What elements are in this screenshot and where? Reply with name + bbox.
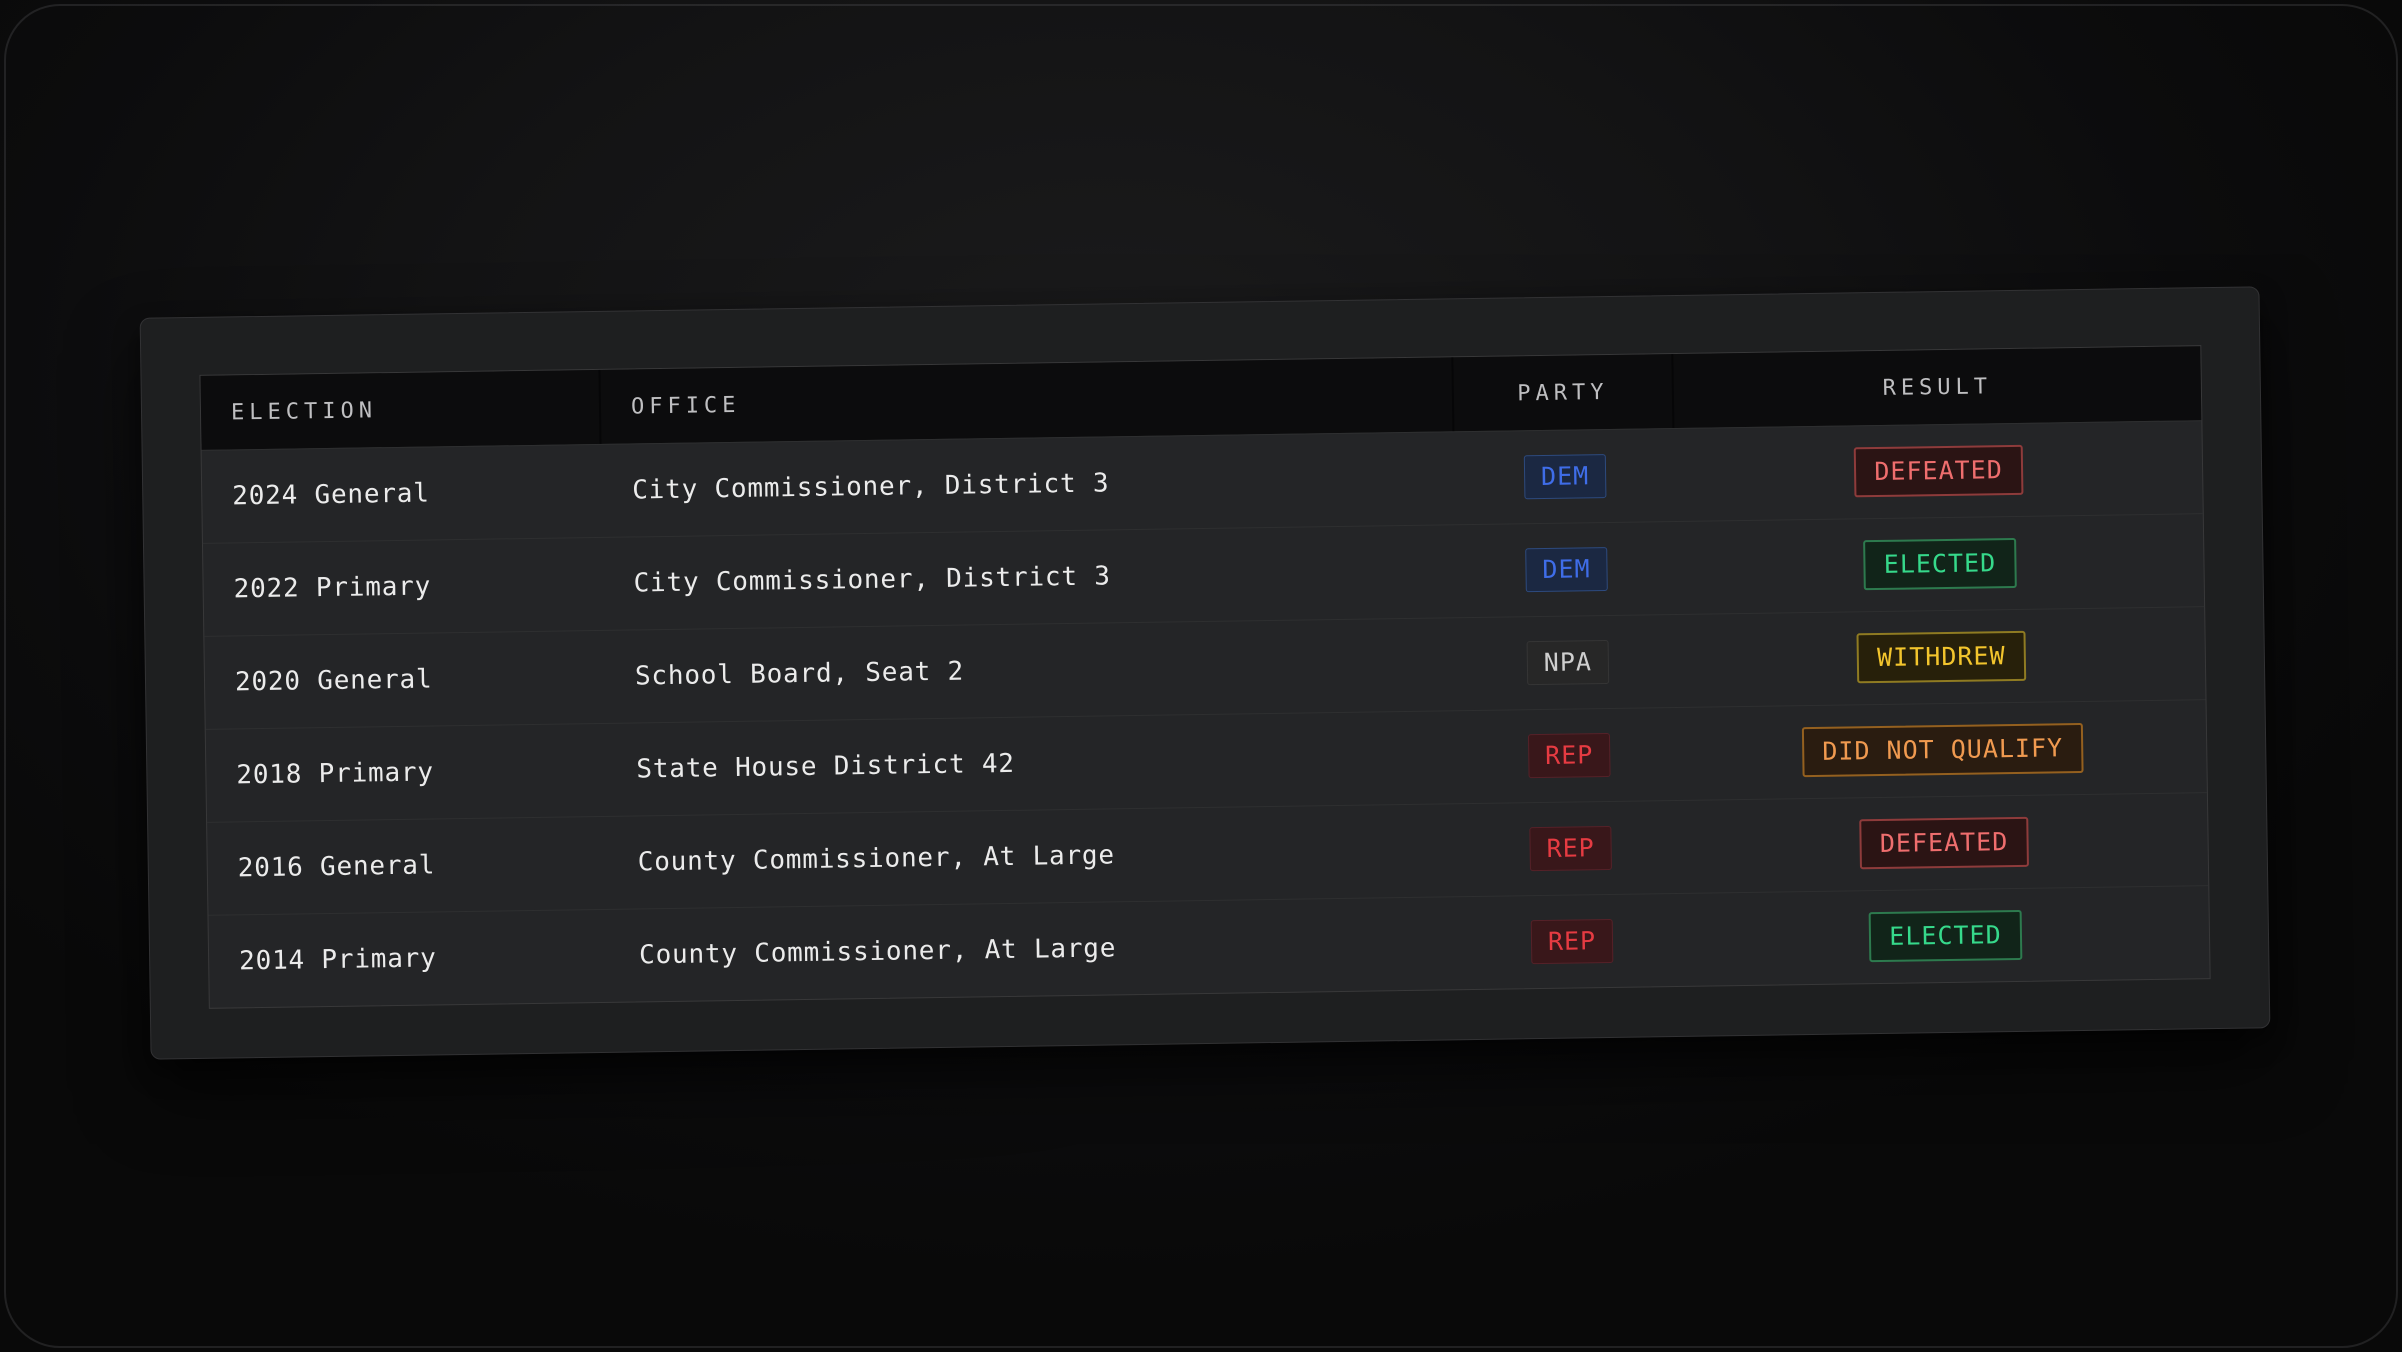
party-cell: REP (1462, 918, 1683, 965)
party-badge: DEM (1523, 454, 1607, 500)
result-cell: WITHDREW (1678, 628, 2206, 686)
result-badge: ELECTED (1863, 537, 2017, 591)
election-cell: 2020 General (234, 664, 433, 698)
party-cell: DEM (1455, 453, 1676, 500)
result-cell: ELECTED (1682, 907, 2210, 965)
party-badge: DEM (1525, 547, 1608, 593)
result-badge: DID NOT QUALIFY (1801, 722, 2084, 778)
result-badge: WITHDREW (1856, 630, 2026, 684)
column-header-result: RESULT (1882, 373, 1993, 401)
result-badge: ELECTED (1868, 909, 2023, 963)
result-cell: ELECTED (1676, 535, 2204, 593)
result-cell: DEFEATED (1675, 442, 2203, 500)
party-badge: NPA (1526, 640, 1610, 686)
result-badge: DEFEATED (1859, 816, 2029, 870)
election-history-card: ELECTION OFFICE PARTY RESULT 2024 Genera… (139, 286, 2271, 1060)
office-cell: School Board, Seat 2 (634, 656, 965, 692)
election-cell: 2016 General (237, 850, 436, 884)
column-header-party: PARTY (1453, 354, 1675, 432)
office-cell: State House District 42 (636, 748, 1015, 785)
party-badge: REP (1529, 825, 1613, 872)
election-history-table: ELECTION OFFICE PARTY RESULT 2024 Genera… (199, 345, 2211, 1009)
party-cell: DEM (1456, 546, 1677, 593)
office-cell: County Commissioner, At Large (638, 933, 1117, 971)
office-cell: County Commissioner, At Large (637, 840, 1116, 878)
office-cell: City Commissioner, District 3 (632, 468, 1110, 506)
party-badge: REP (1530, 918, 1614, 965)
election-cell: 2018 Primary (236, 757, 435, 791)
office-cell: City Commissioner, District 3 (633, 561, 1111, 599)
result-badge: DEFEATED (1854, 444, 2024, 498)
column-header-office: OFFICE (600, 357, 1455, 444)
election-cell: 2022 Primary (233, 571, 432, 605)
election-cell: 2014 Primary (238, 943, 437, 977)
column-header-election: ELECTION (200, 369, 602, 450)
election-cell: 2024 General (232, 478, 430, 512)
result-cell: DID NOT QUALIFY (1679, 721, 2207, 779)
result-cell: DEFEATED (1680, 814, 2208, 872)
party-cell: NPA (1458, 639, 1679, 686)
party-badge: REP (1527, 732, 1611, 779)
party-cell: REP (1459, 732, 1680, 779)
party-cell: REP (1460, 825, 1681, 872)
